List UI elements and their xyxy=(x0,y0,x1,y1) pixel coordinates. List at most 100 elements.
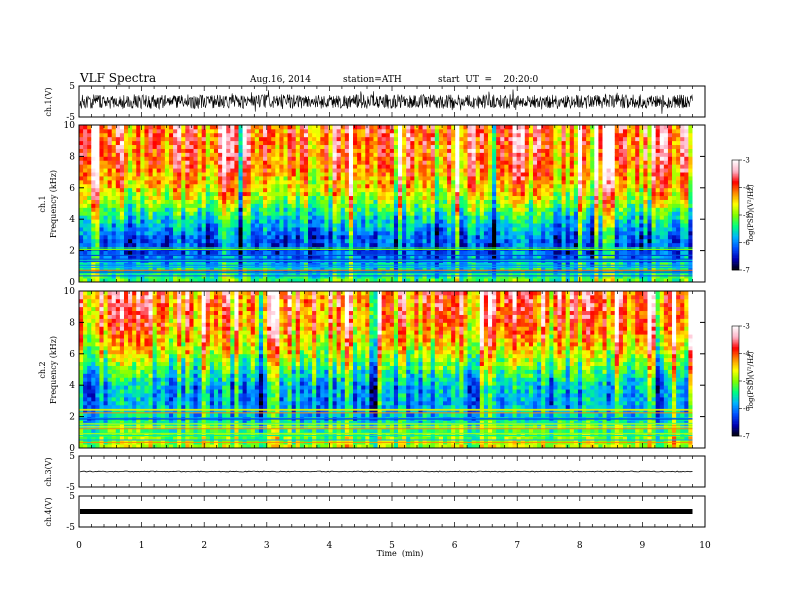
spectrogram-cell xyxy=(246,140,252,146)
spectrogram-cell xyxy=(181,152,186,157)
spectrogram-cell xyxy=(398,199,403,204)
spectrogram-cell xyxy=(467,227,473,232)
spectrogram-cell xyxy=(160,132,166,138)
spectrogram-cell xyxy=(455,238,460,244)
spectrogram-cell xyxy=(103,215,109,220)
spectrogram-cell xyxy=(557,160,562,165)
spectrogram-cell xyxy=(107,168,113,173)
spectrogram-cell xyxy=(218,125,223,130)
spectrogram-cell xyxy=(279,266,284,271)
spectrogram-cell xyxy=(213,219,219,224)
spectrogram-cell xyxy=(91,266,96,271)
spectrogram-cell xyxy=(438,172,444,177)
spectrogram-cell xyxy=(226,215,231,220)
spectrogram-cell xyxy=(230,191,235,197)
spectrogram-cell xyxy=(443,278,448,283)
spectrogram-cell xyxy=(99,254,104,259)
spectrogram-cell xyxy=(385,128,391,134)
spectrogram-cell xyxy=(267,254,272,259)
spectrogram-cell xyxy=(193,238,199,244)
spectrogram-cell xyxy=(205,140,211,146)
spectrogram-cell xyxy=(115,250,121,255)
spectrogram-cell xyxy=(271,207,276,212)
spectrogram-cell xyxy=(234,215,239,220)
spectrogram-cell xyxy=(492,250,497,255)
spectrogram-cell xyxy=(283,203,288,208)
spectrogram-cell xyxy=(434,246,440,252)
spectrogram-cell xyxy=(438,234,444,240)
spectrogram-cell xyxy=(504,215,509,220)
spectrogram-cell xyxy=(348,164,354,169)
spectrogram-cell xyxy=(173,191,178,197)
spectrogram-cell xyxy=(156,266,162,271)
spectrogram-cell xyxy=(291,223,297,228)
spectrogram-cell xyxy=(402,230,407,236)
spectrogram-cell xyxy=(414,227,419,232)
spectrogram-cell xyxy=(303,183,309,189)
spectrogram-cell xyxy=(471,168,477,173)
spectrogram-cell xyxy=(250,191,256,197)
spectrogram-cell xyxy=(492,246,497,252)
spectrogram-cell xyxy=(483,128,489,134)
spectrogram-cell xyxy=(123,195,129,200)
spectrogram-cell xyxy=(537,246,542,252)
spectrogram-cell xyxy=(107,250,113,255)
spectrogram-cell xyxy=(144,215,149,220)
spectrogram-cell xyxy=(160,148,166,153)
spectrogram-cell xyxy=(483,223,489,228)
spectrogram-cell xyxy=(168,195,174,200)
spectrogram-cell xyxy=(557,211,562,216)
spectrogram-cell xyxy=(344,168,350,173)
spectrogram-cell xyxy=(459,254,464,259)
spectrogram-cell xyxy=(500,179,505,185)
spectrogram-cell xyxy=(320,128,325,134)
spectrogram-cell xyxy=(316,160,321,165)
spectrogram-cell xyxy=(160,156,166,161)
spectrogram-cell xyxy=(275,250,280,255)
spectrogram-cell xyxy=(111,234,117,240)
spectrogram-cell xyxy=(242,250,248,255)
spectrogram-cell xyxy=(467,191,473,197)
spectrogram-cell xyxy=(561,234,567,240)
spectrogram-cell xyxy=(365,199,370,204)
spectrogram-cell xyxy=(267,207,272,212)
spectrogram-cell xyxy=(479,223,485,228)
spectrogram-cell xyxy=(316,128,321,134)
spectrogram-cell xyxy=(156,132,162,138)
spectrogram-cell xyxy=(475,203,481,208)
spectrogram-cell xyxy=(271,183,276,189)
spectrogram-cell xyxy=(406,215,411,220)
spectrogram-cell xyxy=(316,262,321,267)
spectrogram-cell xyxy=(328,227,333,232)
spectrogram-cell xyxy=(328,230,333,236)
spectrogram-cell xyxy=(91,250,96,255)
spectrogram-cell xyxy=(549,223,554,228)
spectrogram-cell xyxy=(303,262,309,267)
spectrogram-cell xyxy=(144,168,149,173)
spectrogram-cell xyxy=(291,164,297,169)
spectrogram-cell xyxy=(242,128,248,134)
spectrogram-cell xyxy=(414,238,419,244)
spectrogram-cell xyxy=(205,156,211,161)
spectrogram-cell xyxy=(553,148,558,153)
spectrogram-cell xyxy=(340,191,346,197)
spectrogram-cell xyxy=(348,234,354,240)
spectrogram-cell xyxy=(398,227,403,232)
spectrogram-cell xyxy=(361,168,366,173)
spectrogram-cell xyxy=(218,262,223,267)
spectrogram-cell xyxy=(418,230,423,236)
spectrogram-cell xyxy=(402,187,407,193)
spectrogram-cell xyxy=(181,191,186,197)
spectrogram-cell xyxy=(254,152,260,157)
spectrogram-cell xyxy=(393,191,399,197)
spectrogram-cell xyxy=(156,172,162,177)
spectrogram-cell xyxy=(393,219,399,224)
spectrogram-cell xyxy=(238,172,243,177)
spectrogram-cell xyxy=(99,156,104,161)
spectrogram-cell xyxy=(438,144,444,149)
spectrogram-cell xyxy=(516,144,522,149)
spectrogram-cell xyxy=(357,183,362,189)
spectrogram-cell xyxy=(471,136,477,142)
spectrogram-cell xyxy=(365,203,370,208)
spectrogram-cell xyxy=(222,136,227,142)
